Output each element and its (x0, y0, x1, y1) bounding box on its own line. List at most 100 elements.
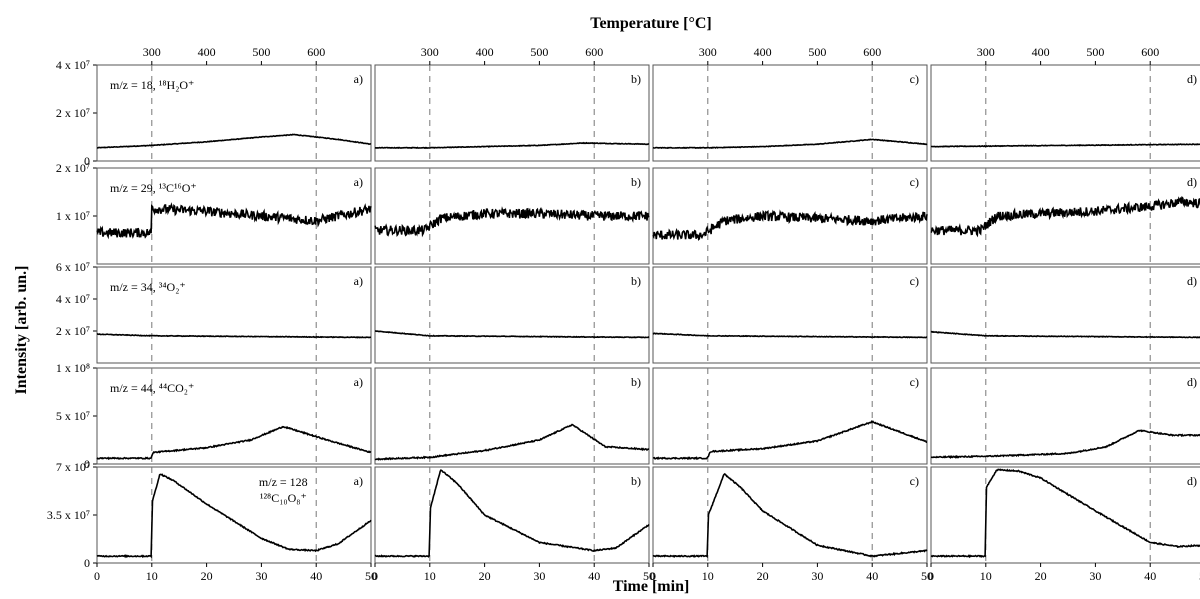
x-tick-label: 40 (1144, 569, 1156, 583)
data-series-line (96, 202, 372, 240)
panel-label: d) (1187, 175, 1197, 189)
top-tick-label: 600 (585, 45, 603, 59)
data-series-line (652, 420, 928, 461)
data-series-line (96, 425, 372, 461)
x-tick-label: 40 (588, 569, 600, 583)
panel-frame (652, 64, 928, 162)
data-series-line (96, 133, 372, 149)
x-tick-label: 50 (921, 569, 933, 583)
x-tick-label: 20 (201, 569, 213, 583)
x-tick-label: 20 (1035, 569, 1047, 583)
panel-label: c) (910, 175, 919, 189)
data-series-line (652, 138, 928, 150)
panel-label: b) (631, 375, 641, 389)
top-tick-label: 500 (252, 45, 270, 59)
x-tick-label: 10 (146, 569, 158, 583)
y-tick-label: 0 (84, 154, 90, 168)
y-tick-label: 2 x 10⁷ (56, 106, 90, 120)
panel-label: c) (910, 274, 919, 288)
data-series-line (652, 209, 928, 241)
y-tick-label: 0 (84, 556, 90, 570)
panel-label: a) (354, 175, 363, 189)
x-tick-label: 20 (757, 569, 769, 583)
panel-label: c) (910, 72, 919, 86)
x-tick-label: 0 (650, 569, 656, 583)
panel-label: d) (1187, 375, 1197, 389)
species-label: m/z = 44, ⁴⁴CO₂⁺ (110, 381, 194, 395)
data-series-line (96, 333, 372, 339)
panel-frame (374, 64, 650, 162)
x-tick-label: 0 (94, 569, 100, 583)
species-label: m/z = 18, ¹⁸H₂O⁺ (110, 78, 194, 92)
x-tick-label: 10 (980, 569, 992, 583)
top-tick-label: 600 (307, 45, 325, 59)
data-series-line (930, 330, 1200, 339)
top-tick-label: 300 (977, 45, 995, 59)
top-tick-label: 400 (754, 45, 772, 59)
bottom-axis-title: Time [min] (613, 578, 690, 594)
panel-frame (374, 266, 650, 364)
species-label-line2: ¹²⁸C₁₀O₈⁺ (260, 491, 307, 505)
x-tick-label: 30 (1089, 569, 1101, 583)
y-tick-label: 2 x 10⁷ (56, 161, 90, 175)
panel-frame (930, 367, 1200, 465)
panel-label: a) (354, 474, 363, 488)
panel-label: b) (631, 474, 641, 488)
panel-label: d) (1187, 274, 1197, 288)
top-tick-label: 400 (1032, 45, 1050, 59)
data-series-line (930, 429, 1200, 460)
x-tick-label: 10 (424, 569, 436, 583)
panel-frame (652, 266, 928, 364)
panel-label: a) (354, 72, 363, 86)
top-axis-title: Temperature [°C] (590, 15, 711, 32)
x-tick-label: 30 (255, 569, 267, 583)
data-series-line (374, 469, 650, 558)
top-tick-label: 400 (476, 45, 494, 59)
panel-frame (374, 367, 650, 465)
panel-label: d) (1187, 72, 1197, 86)
y-tick-label: 4 x 10⁷ (56, 292, 90, 306)
data-series-line (96, 473, 372, 559)
data-series-line (374, 141, 650, 150)
data-series-line (652, 332, 928, 339)
x-tick-label: 20 (479, 569, 491, 583)
species-label: m/z = 34, ³⁴O₂⁺ (110, 280, 186, 294)
panel-frame (96, 266, 372, 364)
x-tick-label: 0 (372, 569, 378, 583)
top-tick-label: 500 (530, 45, 548, 59)
data-series-line (652, 472, 928, 558)
panel-label: b) (631, 72, 641, 86)
top-tick-label: 500 (808, 45, 826, 59)
panel-label: a) (354, 375, 363, 389)
species-label: m/z = 29, ¹³C¹⁶O⁺ (110, 181, 197, 195)
panel-label: d) (1187, 474, 1197, 488)
panel-frame (652, 367, 928, 465)
y-tick-label: 4 x 10⁷ (56, 58, 90, 72)
data-series-line (375, 330, 650, 339)
y-tick-label: 6 x 10⁷ (56, 260, 90, 274)
y-tick-label: 0 (84, 457, 90, 471)
x-tick-label: 10 (702, 569, 714, 583)
panel-frame (930, 64, 1200, 162)
x-tick-label: 30 (811, 569, 823, 583)
y-axis-title: Intensity [arb. un.] (13, 266, 30, 395)
panel-label: c) (910, 375, 919, 389)
y-tick-label: 5 x 10⁷ (56, 409, 90, 423)
data-series-line (930, 143, 1200, 148)
y-tick-label: 1 x 10⁷ (56, 209, 90, 223)
x-tick-label: 50 (365, 569, 377, 583)
panel-frame (930, 167, 1200, 265)
species-label: m/z = 128 (259, 475, 308, 489)
y-tick-label: 7 x 10⁷ (56, 460, 90, 474)
data-series-line (374, 423, 650, 461)
y-tick-label: 2 x 10⁷ (56, 324, 90, 338)
panel-frame (96, 466, 372, 564)
panel-label: b) (631, 274, 641, 288)
top-tick-label: 600 (863, 45, 881, 59)
top-tick-label: 300 (699, 45, 717, 59)
x-tick-label: 40 (310, 569, 322, 583)
x-tick-label: 30 (533, 569, 545, 583)
panel-frame (374, 466, 650, 564)
